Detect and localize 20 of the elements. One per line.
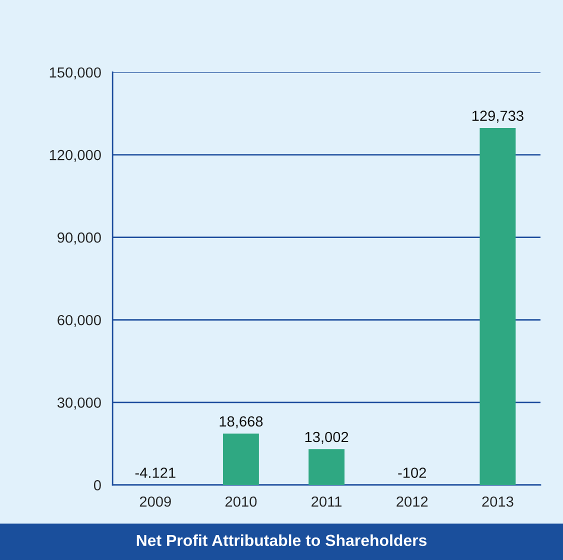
- x-tick-label: 2013: [482, 496, 514, 507]
- y-tick-label: 150,000: [50, 67, 101, 80]
- data-label: 18,668: [220, 416, 263, 428]
- x-tick-label: 2009: [140, 496, 171, 507]
- y-tick-label: 90,000: [58, 232, 101, 244]
- text: Net Profit Attributable to Shareholders: [136, 534, 427, 546]
- data-label: 129,733: [472, 110, 524, 123]
- x-tick-label: 2010: [225, 496, 257, 507]
- x-tick-label: 2011: [312, 496, 342, 507]
- y-tick-label: 120,000: [50, 150, 101, 162]
- y-tick-label: 0: [94, 480, 101, 490]
- bar: [480, 128, 516, 485]
- text: -102: [398, 468, 426, 478]
- text: -4.121: [135, 468, 176, 478]
- x-tick-label: 2012: [396, 496, 428, 507]
- bar: [308, 449, 345, 485]
- data-label: 13,002: [305, 432, 348, 444]
- bar: [222, 434, 259, 485]
- y-tick-label: 30,000: [57, 398, 101, 410]
- y-tick-label: 60,000: [58, 314, 101, 328]
